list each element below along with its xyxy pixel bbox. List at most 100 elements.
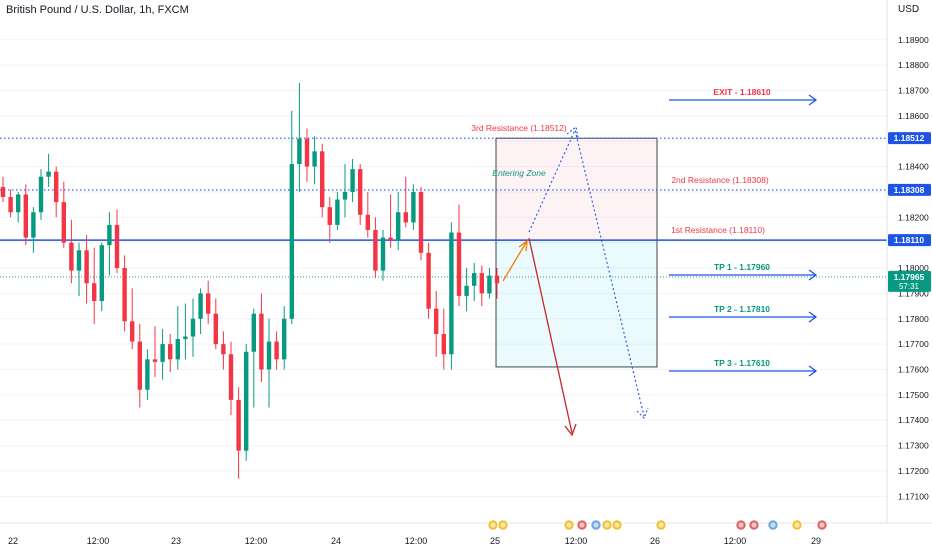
candle-body xyxy=(137,341,142,390)
economic-event-flag xyxy=(500,522,506,528)
candle-body xyxy=(388,237,393,241)
candle-body xyxy=(456,232,462,296)
candle xyxy=(479,265,484,307)
target-zone-box xyxy=(495,239,658,368)
candle-body xyxy=(289,164,294,319)
candle-body xyxy=(396,212,401,241)
price-tag xyxy=(888,183,931,196)
candle-body xyxy=(46,171,51,177)
candle xyxy=(411,184,416,230)
entry-arrow xyxy=(502,240,528,282)
y-tick-label: 1.18800 xyxy=(898,60,929,70)
candle-body xyxy=(31,212,36,238)
candle-body xyxy=(23,194,28,238)
candle xyxy=(168,333,173,373)
target-arrow: EXIT - 1.18610 xyxy=(669,87,818,106)
candle-body xyxy=(259,313,264,370)
candle xyxy=(426,242,431,319)
candle-body xyxy=(266,341,272,370)
y-tick-label: 1.17500 xyxy=(898,390,929,400)
price-tag-label: 1.18308 xyxy=(894,185,925,195)
candle-body xyxy=(403,212,408,223)
candle-body xyxy=(145,359,150,390)
target-arrow-head xyxy=(808,311,818,323)
target-arrow-head xyxy=(808,365,818,377)
candle-body xyxy=(426,252,431,309)
candle xyxy=(289,110,294,324)
candle xyxy=(449,222,454,370)
candle-body xyxy=(251,313,256,352)
candle-body xyxy=(244,351,249,451)
x-tick-label: 12:00 xyxy=(87,536,110,546)
candle-body xyxy=(282,318,287,360)
candle-body xyxy=(76,250,82,271)
target-label: TP 2 - 1.17810 xyxy=(714,304,770,314)
x-tick-label: 22 xyxy=(8,536,18,546)
candle-body xyxy=(69,242,74,271)
candle-body xyxy=(0,186,6,198)
resistance-label: 1st Resistance (1.18110) xyxy=(671,225,765,235)
candle xyxy=(8,189,13,218)
candle xyxy=(259,293,264,383)
candle-body xyxy=(92,283,97,302)
candle xyxy=(92,247,97,324)
candle xyxy=(456,204,462,307)
candle xyxy=(54,166,59,218)
candle xyxy=(380,229,386,281)
candle xyxy=(61,181,66,248)
economic-event-flag xyxy=(658,522,664,528)
candle xyxy=(350,158,355,203)
candle-body xyxy=(168,344,173,360)
candle-body xyxy=(221,344,226,355)
y-tick-label: 1.18200 xyxy=(898,212,929,222)
candle xyxy=(464,268,469,312)
candle-body xyxy=(54,171,59,203)
candle xyxy=(183,303,188,360)
x-tick-label: 12:00 xyxy=(565,536,588,546)
candle-body xyxy=(122,268,127,322)
entry-arrow-head xyxy=(518,239,528,252)
resistance-label: 2nd Resistance (1.18308) xyxy=(671,175,769,185)
candle xyxy=(335,191,340,230)
projection-head-down xyxy=(636,407,649,419)
candle-body xyxy=(213,313,218,345)
candle xyxy=(373,217,378,279)
candle-body xyxy=(274,341,279,360)
candle xyxy=(0,176,6,203)
x-tick-label: 29 xyxy=(811,536,821,546)
candle xyxy=(396,191,401,251)
candle xyxy=(312,136,317,185)
candle-body xyxy=(342,191,348,200)
x-tick-label: 23 xyxy=(171,536,181,546)
candle xyxy=(99,242,104,312)
candle xyxy=(206,280,211,324)
candle-body xyxy=(183,336,188,340)
candle xyxy=(69,219,74,284)
candle-body xyxy=(464,285,469,296)
drop-arrow-head xyxy=(564,423,577,437)
bar-countdown: 57:31 xyxy=(899,282,920,291)
resistance-zone-box xyxy=(495,137,658,241)
economic-event-flag xyxy=(490,522,496,528)
candle-body xyxy=(335,199,340,225)
candle-body xyxy=(152,359,158,362)
candle xyxy=(152,326,158,378)
candle xyxy=(198,288,203,334)
economic-event-flag xyxy=(604,522,610,528)
candle-body xyxy=(327,207,332,225)
candle-body xyxy=(320,151,325,208)
candle xyxy=(76,242,82,296)
candle xyxy=(418,186,424,261)
economic-event-flag xyxy=(794,522,800,528)
y-tick-label: 1.17900 xyxy=(898,288,929,298)
candle-body xyxy=(228,354,234,400)
y-tick-label: 1.18900 xyxy=(898,35,929,45)
drop-arrow xyxy=(528,237,573,434)
candle-body xyxy=(449,232,454,355)
candle-body xyxy=(418,191,424,253)
candle xyxy=(282,306,287,370)
candle xyxy=(145,349,150,400)
candle-body xyxy=(434,308,439,334)
candle xyxy=(46,153,51,187)
